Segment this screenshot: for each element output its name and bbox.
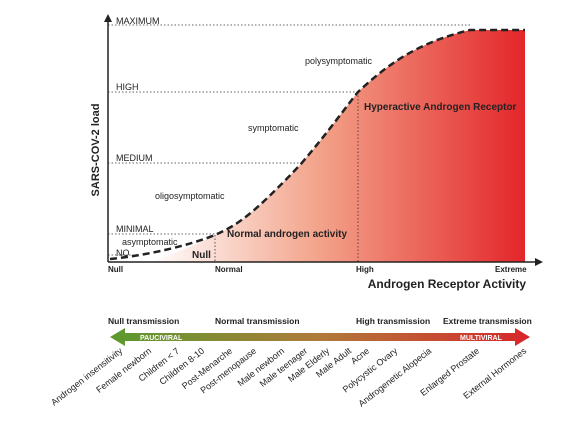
curve-label: oligosymptomatic [155,191,225,201]
x-title: Androgen Receptor Activity [368,277,527,291]
transmission: Null transmission [108,316,179,326]
arrow-label: PAUCIVIRAL [140,335,183,342]
region-label: Hyperactive Androgen Receptor [364,102,517,113]
transmission: Normal transmission [215,316,300,326]
level: MINIMAL [116,224,154,234]
region-label: Null [192,250,211,261]
x-tick: High [356,265,374,274]
curve [109,28,525,261]
transmission-arrow [110,328,530,346]
x-tick: Normal [215,265,243,274]
curve-label: polysymptomatic [305,56,373,66]
x-tick: Null [108,265,123,274]
area [150,30,525,262]
transmission: Extreme transmission [443,316,532,326]
y-title: SARS-COV-2 load [90,104,102,197]
condition: Acne [349,346,371,367]
region-label: Normal androgen activity [227,229,347,240]
x-tick: Extreme [495,265,527,274]
level: NO [116,248,130,258]
arrow-label: MULTIVIRAL [460,335,503,342]
level: HIGH [116,82,139,92]
level: MAXIMUM [116,16,160,26]
curve-label: symptomatic [248,123,299,133]
curve-label: asymptomatic [122,237,178,247]
transmission: High transmission [356,316,430,326]
y-arrow [104,14,112,22]
x-arrow [535,258,543,266]
level: MEDIUM [116,153,153,163]
